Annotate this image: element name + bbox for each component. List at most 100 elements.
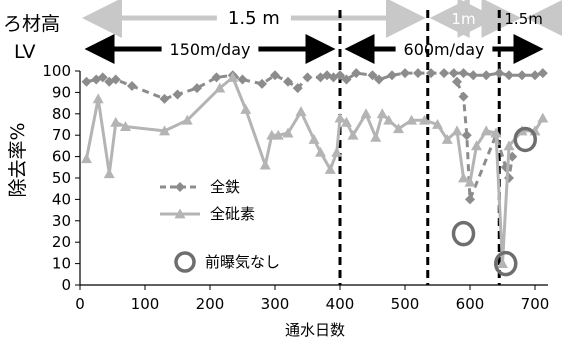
legend-arsenic-label: 全砒素 [210, 205, 255, 223]
iron-point [374, 74, 384, 85]
iron-point [481, 70, 492, 81]
iron-point [530, 70, 540, 81]
iron-point [172, 89, 183, 100]
iron-point [537, 68, 548, 79]
iron-point [341, 74, 352, 85]
arsenic-point [471, 140, 482, 151]
iron-point [494, 68, 505, 79]
x-tick-label: 500 [391, 295, 420, 313]
arsenic-point [315, 146, 326, 157]
arsenic-point [451, 125, 463, 136]
iron-point [335, 70, 345, 81]
arsenic-point [393, 123, 404, 134]
arsenic-point [497, 258, 508, 268]
arsenic-point [490, 127, 502, 138]
arsenic-point [341, 116, 352, 127]
arsenic-point [376, 108, 388, 119]
arsenic-point [331, 146, 343, 157]
arsenic-point [181, 114, 193, 125]
arsenic-point [370, 131, 382, 142]
iron-point [211, 72, 222, 83]
iron-point [270, 70, 280, 81]
arsenic-point [324, 163, 336, 174]
iron-point [413, 68, 423, 79]
arsenic-point [537, 112, 549, 123]
arsenic-point [272, 129, 284, 140]
no-preaeration-circle [451, 220, 476, 247]
arsenic-point [464, 176, 476, 187]
x-tick-label: 100 [131, 295, 160, 313]
lv-row-label: LV [14, 41, 36, 63]
y-tick-label: 90 [52, 83, 71, 101]
y-tick-label: 20 [52, 233, 71, 251]
iron-point [504, 173, 514, 183]
iron-point [302, 72, 313, 83]
arsenic-point [406, 114, 417, 125]
arsenic-point [383, 114, 395, 125]
iron-point [351, 68, 362, 79]
x-tick-label: 0 [75, 295, 85, 313]
arsenic-point [120, 121, 131, 132]
iron-point [192, 83, 202, 94]
arsenic-point [110, 116, 122, 127]
legend-iron-label: 全鉄 [210, 178, 240, 196]
arsenic-point [295, 106, 307, 117]
arsenic-point [432, 119, 443, 129]
y-axis-label: 除去率% [7, 122, 29, 197]
arsenic-point [81, 153, 92, 164]
legend-circle-label: 前曝気なし [205, 253, 280, 271]
iron-point [461, 130, 472, 141]
arsenic-point [441, 133, 453, 144]
iron-point [452, 76, 462, 87]
iron-point [292, 83, 303, 94]
y-tick-label: 50 [52, 169, 71, 187]
x-tick-label: 700 [521, 295, 550, 313]
legend-iron-marker [175, 182, 185, 192]
arsenic-point [308, 133, 320, 144]
legend-circle-marker [174, 251, 196, 273]
iron-point [159, 93, 170, 104]
iron-point [387, 70, 397, 81]
axes: 0 10 20 30 40 50 60 70 80 90 100 0 100 200 300 400 500 60… [42, 62, 549, 313]
iron-point [426, 68, 436, 79]
arsenic-point [458, 172, 469, 183]
x-tick-label: 300 [261, 295, 290, 313]
arsenic-point [103, 168, 115, 179]
iron-point [400, 68, 410, 79]
iron-point [517, 70, 527, 81]
y-tick-label: 10 [52, 255, 71, 273]
iron-point [110, 74, 121, 85]
arsenic-point [503, 140, 515, 151]
y-tick-label: 100 [42, 62, 71, 80]
iron-point [458, 91, 469, 102]
iron-point [458, 68, 469, 79]
range-label: 1.5m [504, 10, 542, 28]
series-layer [81, 68, 549, 268]
arsenic-point [419, 114, 430, 125]
range-annotations: 1.5 m 1m 1.5m 150m/day 600m/day [82, 0, 562, 64]
range-label: 1m [451, 10, 475, 28]
arsenic-point [214, 82, 226, 93]
y-tick-label: 40 [52, 190, 71, 208]
arsenic-point [480, 125, 492, 136]
no-preaeration-circle [494, 250, 518, 277]
x-tick-label: 400 [326, 295, 355, 313]
legend-arsenic-marker [174, 208, 186, 219]
iron-point [465, 194, 475, 205]
arsenic-point [282, 127, 294, 138]
iron-point [367, 70, 378, 81]
range-label: 150m/day [170, 40, 251, 59]
iron-point [237, 74, 248, 85]
y-tick-label: 70 [52, 126, 71, 144]
no-preaeration-circle [513, 126, 537, 153]
y-tick-label: 0 [61, 276, 71, 294]
x-tick-label: 600 [456, 295, 485, 313]
range-label: 600m/day [404, 40, 485, 59]
arsenic-point [347, 129, 359, 140]
x-axis-label: 通水日数 [285, 321, 345, 339]
iron-point [439, 68, 449, 79]
iron-point [81, 76, 92, 87]
arsenic-point [334, 112, 346, 123]
